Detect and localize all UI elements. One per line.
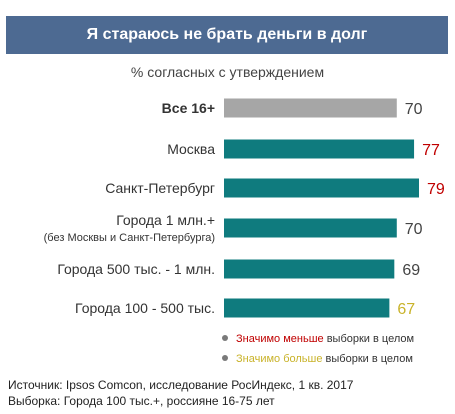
legend-item-less: Значимо меньше выборки в целом — [222, 333, 414, 345]
legend-more-colored: Значимо больше — [236, 353, 323, 365]
category-sublabel: (без Москвы и Санкт-Петербурга) — [44, 232, 215, 244]
bullet-icon — [222, 335, 228, 342]
sample-note: Выборка: Города 100 тыс.+, россияне 16-7… — [8, 394, 275, 408]
category-label: Все 16+ — [162, 100, 215, 116]
bar — [224, 259, 395, 279]
data-label: 69 — [402, 262, 420, 279]
legend-item-more: Значимо больше выборки в целом — [222, 353, 413, 365]
source-note: Источник: Ipsos Comcon, исследование Рос… — [8, 378, 354, 392]
data-label: 77 — [422, 142, 440, 159]
data-label: 67 — [397, 301, 415, 318]
category-label: Города 1 млн.+ — [116, 212, 215, 228]
legend-less-colored: Значимо меньше — [236, 333, 324, 345]
category-label: Москва — [167, 141, 215, 157]
chart-title: Я стараюсь не брать деньги в долг — [6, 16, 448, 54]
data-label: 70 — [405, 101, 423, 118]
bar — [224, 98, 397, 118]
category-label: Санкт-Петербург — [105, 180, 215, 196]
bar — [224, 218, 397, 238]
bullet-icon — [222, 355, 228, 362]
legend-less-text: выборки в целом — [323, 333, 415, 345]
category-label: Города 500 тыс. - 1 млн. — [57, 261, 215, 277]
bar — [224, 298, 390, 318]
bar — [224, 178, 419, 198]
bar-chart: Все 16+ 70 Москва 77 Санкт-Петербург 79 Города… — [44, 98, 445, 318]
category-label: Города 100 - 500 тыс. — [75, 300, 215, 316]
bar — [224, 139, 415, 159]
data-label: 70 — [405, 221, 423, 238]
data-label: 79 — [427, 181, 445, 198]
chart-subtitle: % согласных с утверждением — [130, 64, 325, 80]
legend-more-text: выборки в целом — [322, 353, 413, 365]
